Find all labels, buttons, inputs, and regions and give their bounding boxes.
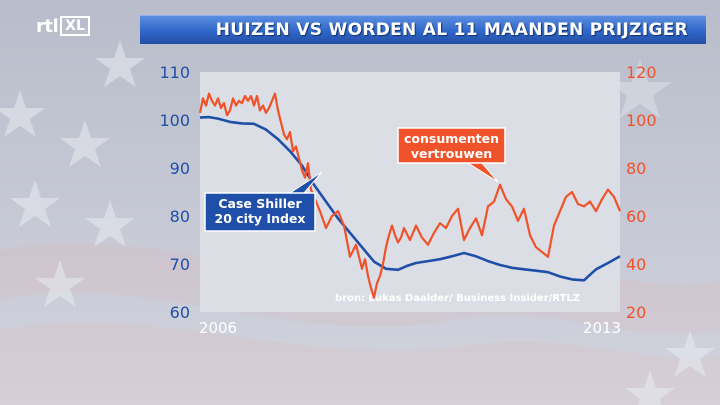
right-tick-label: 100 bbox=[626, 111, 657, 130]
title-bar: HUIZEN VS WORDEN AL 11 MAANDEN PRIJZIGER bbox=[140, 15, 706, 44]
logo-xl-text: XL bbox=[60, 16, 90, 36]
case-shiller-line bbox=[199, 115, 621, 282]
channel-logo: rtl XL bbox=[36, 14, 90, 38]
source-text: bron: Lukas Daalder/ Business Insider/RT… bbox=[335, 293, 580, 304]
callout-label: consumenten bbox=[404, 131, 499, 146]
callout-label: Case Shiller bbox=[218, 196, 302, 211]
right-axis: 120 100 80 60 40 20 bbox=[626, 63, 657, 322]
callout-box bbox=[397, 127, 506, 164]
left-tick-label: 90 bbox=[170, 159, 190, 178]
left-tick-label: 100 bbox=[159, 111, 190, 130]
right-tick-label: 20 bbox=[626, 303, 646, 322]
callout-label: vertrouwen bbox=[411, 146, 492, 161]
callout-box bbox=[204, 192, 316, 232]
chart-title: HUIZEN VS WORDEN AL 11 MAANDEN PRIJZIGER bbox=[215, 20, 688, 40]
series-layer bbox=[198, 92, 622, 299]
right-tick-label: 80 bbox=[626, 159, 646, 178]
left-tick-label: 110 bbox=[159, 63, 190, 82]
right-tick-label: 40 bbox=[626, 255, 646, 274]
x-axis: 2006 2013 bbox=[199, 319, 621, 337]
left-tick-label: 60 bbox=[170, 303, 190, 322]
left-tick-label: 80 bbox=[170, 207, 190, 226]
consumer-confidence-line bbox=[198, 92, 622, 299]
callout-label: 20 city Index bbox=[215, 211, 306, 226]
left-axis: 110 100 90 80 70 60 bbox=[159, 63, 190, 322]
right-tick-label: 120 bbox=[626, 63, 657, 82]
logo-rtl-text: rtl bbox=[36, 15, 59, 37]
left-tick-label: 70 bbox=[170, 255, 190, 274]
x-tick-label: 2006 bbox=[199, 319, 237, 337]
x-tick-label: 2013 bbox=[583, 319, 621, 337]
right-tick-label: 60 bbox=[626, 207, 646, 226]
